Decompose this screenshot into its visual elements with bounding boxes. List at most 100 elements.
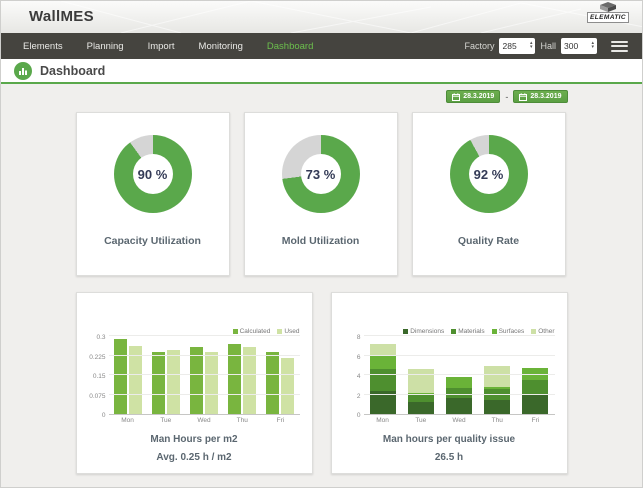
bar-calculated-fri	[266, 351, 280, 414]
x-tick-label: Mon	[376, 417, 389, 424]
mold-utilization-donut: 73 %	[281, 135, 360, 213]
chart-legend: Calculated Used	[89, 327, 300, 335]
legend-label: Other	[538, 327, 555, 335]
gridline	[108, 354, 300, 356]
quality-rate-card: 92 % Quality Rate	[411, 112, 566, 276]
bar-segment-materials-wed	[446, 387, 472, 399]
category-thu	[223, 337, 261, 414]
mold-utilization-title: Mold Utilization	[281, 235, 360, 247]
gridline	[363, 393, 555, 395]
x-tick-label: Thu	[491, 417, 503, 424]
legend-swatch	[232, 328, 238, 334]
legend-item-calculated[interactable]: Calculated	[232, 328, 270, 335]
x-axis-labels: Mon Tue Wed Thu Fri	[109, 415, 300, 426]
legend-swatch	[403, 328, 409, 334]
y-tick-label: 6	[356, 353, 361, 361]
legend-label: Used	[284, 327, 300, 335]
bar-segment-dimensions-thu	[484, 400, 511, 414]
bar-calculated-mon	[113, 338, 127, 414]
bar-segment-materials-thu	[484, 388, 511, 401]
menu-icon[interactable]	[611, 38, 628, 54]
calendar-icon	[452, 92, 461, 101]
x-tick-label: Mon	[121, 417, 134, 424]
dashboard-content: 28.3.2019 - 28.3.2019 90 %	[75, 84, 568, 474]
category-tue	[147, 337, 185, 414]
gridline	[363, 374, 555, 375]
hall-select[interactable]: 300 ▴ ▾	[561, 38, 597, 54]
date-range-row: 28.3.2019 - 28.3.2019	[76, 90, 568, 103]
hall-select-value: 300	[564, 41, 579, 51]
nav-item-planning[interactable]: Planning	[86, 40, 124, 52]
header-pattern	[60, 1, 642, 33]
kpi-row: 90 % Capacity Utilization 73 % Mold Util…	[75, 112, 568, 276]
nav-item-import[interactable]: Import	[147, 40, 175, 52]
legend-swatch	[277, 328, 283, 334]
stacked-bar-fri	[522, 368, 549, 414]
plot-area	[363, 335, 555, 415]
dashboard-chart-icon	[14, 61, 32, 80]
bar-segment-dimensions-wed	[446, 398, 472, 414]
category-tue	[402, 337, 440, 414]
legend-item-other[interactable]: Other	[531, 327, 555, 335]
x-tick-label: Fri	[276, 417, 285, 424]
x-tick-label: Tue	[415, 417, 427, 424]
date-start-button[interactable]: 28.3.2019	[446, 90, 501, 103]
nav-item-elements[interactable]: Elements	[23, 40, 63, 52]
legend-item-used[interactable]: Used	[277, 327, 300, 335]
donut-hole: 73 %	[300, 154, 341, 194]
bar-charts-row: Calculated Used 0 0.075 0.15 0.225 0.3 Mon Tue…	[75, 292, 568, 474]
legend-item-surfaces[interactable]: Surfaces	[491, 327, 525, 335]
chart-subtitle: 26.5 h	[434, 452, 464, 463]
bar-segment-dimensions-mon	[369, 390, 396, 414]
page-title-band: Dashboard	[1, 59, 642, 84]
bar-segment-dimensions-fri	[522, 395, 549, 414]
x-tick-label: Tue	[160, 417, 172, 424]
quality-rate-value: 92 %	[473, 166, 504, 182]
legend-label: Surfaces	[498, 327, 525, 335]
bar-segment-surfaces-mon	[369, 355, 396, 370]
nav-item-monitoring[interactable]: Monitoring	[198, 40, 243, 52]
bar-used-mon	[128, 346, 142, 414]
category-wed	[440, 337, 478, 414]
capacity-utilization-donut: 90 %	[113, 135, 192, 213]
chart-title: Man Hours per m2	[150, 434, 238, 445]
factory-label: Factory	[464, 41, 495, 51]
nav-item-dashboard[interactable]: Dashboard	[266, 40, 314, 52]
legend-label: Materials	[458, 327, 485, 335]
bar-segment-other-tue	[407, 369, 434, 393]
x-tick-label: Wed	[197, 417, 211, 424]
quality-rate-title: Quality Rate	[457, 235, 520, 247]
y-axis: 0 0.075 0.15 0.225 0.3	[89, 334, 109, 419]
x-axis-labels: Mon Tue Wed Thu Fri	[364, 415, 555, 426]
y-tick-label: 0.15	[92, 373, 106, 380]
stacked-bar-wed	[446, 376, 472, 414]
legend-item-dimensions[interactable]: Dimensions	[403, 328, 444, 335]
elematic-logo-text: ELEMATIC	[587, 12, 629, 23]
factory-select-value: 285	[502, 41, 517, 51]
legend-item-materials[interactable]: Materials	[451, 327, 485, 335]
chart-title: Man hours per quality issue	[382, 434, 516, 445]
category-wed	[185, 337, 223, 414]
x-tick-label: Fri	[531, 417, 540, 424]
nav-controls: Factory 285 ▴ ▾ Hall 300 ▴ ▾	[459, 38, 632, 54]
chart-legend: Dimensions Materials Surfaces Other	[344, 327, 555, 335]
stacked-bar-tue	[407, 369, 434, 414]
app-title: WallMES	[29, 8, 94, 25]
gridline	[363, 335, 555, 336]
donut-hole: 90 %	[132, 154, 173, 194]
bar-used-wed	[205, 351, 218, 414]
y-axis: 0 2 4 6 8	[344, 334, 364, 419]
date-end-button[interactable]: 28.3.2019	[513, 90, 568, 103]
gridline	[108, 335, 300, 336]
chart-body: 0 0.075 0.15 0.225 0.3	[89, 334, 300, 419]
bar-segment-materials-tue	[407, 394, 434, 403]
category-fri	[516, 337, 554, 414]
legend-label: Dimensions	[410, 327, 445, 335]
factory-select[interactable]: 285 ▴ ▾	[499, 38, 536, 54]
man-hours-per-quality-issue-card: Dimensions Materials Surfaces Other 0 2 4 6 8 M…	[330, 292, 568, 474]
gridline	[108, 393, 300, 395]
stepper-icon: ▴ ▾	[591, 40, 594, 50]
bar-used-tue	[166, 349, 180, 414]
capacity-utilization-title: Capacity Utilization	[104, 235, 201, 247]
